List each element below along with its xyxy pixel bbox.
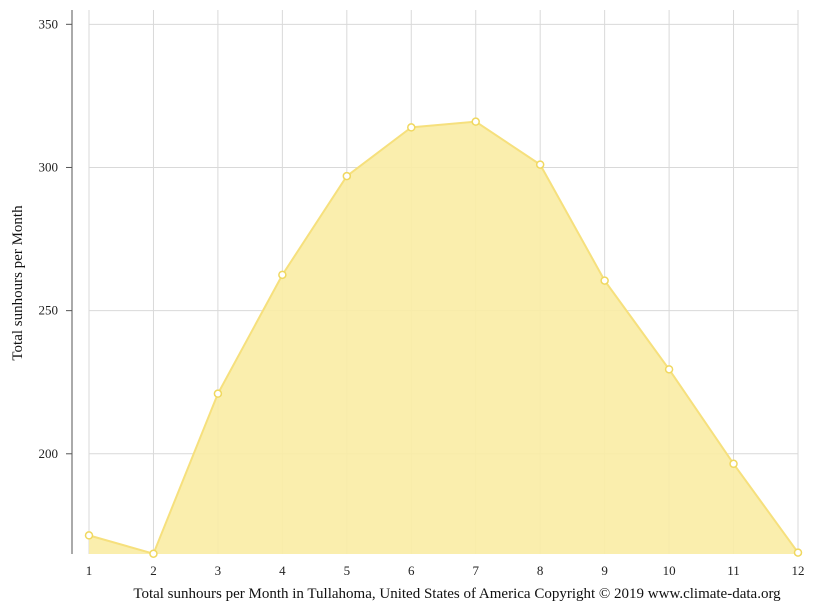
x-tick-label: 1 bbox=[86, 563, 93, 578]
series-line bbox=[88, 120, 799, 555]
y-tick-label: 300 bbox=[39, 159, 59, 174]
data-point bbox=[84, 531, 94, 540]
data-point bbox=[535, 160, 545, 169]
x-tick-label: 3 bbox=[215, 563, 222, 578]
x-tick-label: 4 bbox=[279, 563, 286, 578]
data-point bbox=[407, 123, 416, 132]
y-tick-label: 350 bbox=[39, 16, 59, 31]
y-tick-label: 250 bbox=[39, 303, 59, 318]
area-layer bbox=[88, 120, 799, 555]
series-area bbox=[89, 121, 798, 555]
data-point bbox=[729, 459, 738, 469]
x-tick-label: 10 bbox=[663, 563, 676, 578]
data-point bbox=[793, 548, 803, 557]
x-tick-label: 12 bbox=[792, 563, 805, 578]
data-point bbox=[213, 389, 223, 398]
x-tick-label: 6 bbox=[408, 563, 415, 578]
axis-layer bbox=[66, 10, 73, 554]
x-tick-label: 7 bbox=[472, 563, 479, 578]
marker-layer bbox=[84, 117, 803, 558]
data-point bbox=[600, 276, 609, 285]
data-point bbox=[471, 117, 480, 126]
data-point bbox=[149, 549, 158, 558]
x-tick-label: 9 bbox=[601, 563, 608, 578]
chart-caption: Total sunhours per Month in Tullahoma, U… bbox=[133, 586, 781, 602]
x-tick-label: 11 bbox=[727, 563, 740, 578]
data-point bbox=[664, 365, 674, 374]
data-point bbox=[278, 270, 287, 280]
y-axis-title: Total sunhours per Month bbox=[10, 205, 26, 361]
x-tick-label: 2 bbox=[150, 563, 157, 578]
data-point bbox=[342, 171, 352, 181]
x-tick-label: 8 bbox=[537, 563, 544, 578]
y-tick-label: 200 bbox=[39, 446, 59, 461]
x-tick-label: 5 bbox=[344, 563, 351, 578]
